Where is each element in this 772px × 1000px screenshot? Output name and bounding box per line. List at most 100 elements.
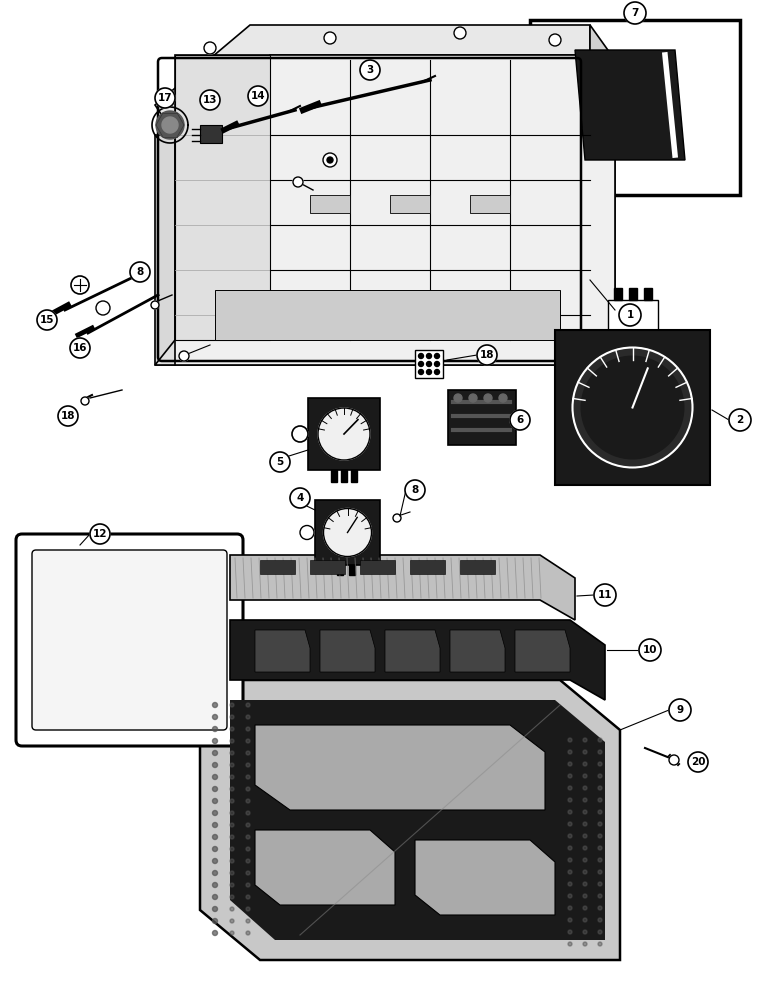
Circle shape bbox=[568, 882, 572, 886]
Polygon shape bbox=[415, 840, 555, 915]
Bar bbox=[470, 195, 510, 213]
Circle shape bbox=[292, 426, 308, 442]
Polygon shape bbox=[155, 25, 590, 135]
Circle shape bbox=[583, 906, 587, 910]
Circle shape bbox=[230, 871, 234, 875]
Circle shape bbox=[293, 177, 303, 187]
Circle shape bbox=[71, 276, 89, 294]
Circle shape bbox=[435, 354, 439, 359]
Circle shape bbox=[360, 60, 380, 80]
Circle shape bbox=[426, 369, 432, 374]
Bar bbox=[448, 390, 516, 445]
Circle shape bbox=[58, 406, 78, 426]
Bar bbox=[415, 350, 443, 378]
Circle shape bbox=[212, 882, 218, 888]
Bar bbox=[360, 560, 395, 574]
Circle shape bbox=[246, 883, 250, 887]
Circle shape bbox=[212, 834, 218, 840]
Polygon shape bbox=[200, 680, 620, 960]
Circle shape bbox=[230, 727, 234, 731]
Circle shape bbox=[230, 763, 234, 767]
Circle shape bbox=[212, 738, 218, 744]
Circle shape bbox=[598, 762, 602, 766]
Circle shape bbox=[568, 786, 572, 790]
Text: 17: 17 bbox=[157, 93, 172, 103]
Circle shape bbox=[435, 369, 439, 374]
Circle shape bbox=[583, 750, 587, 754]
Bar bbox=[315, 500, 380, 565]
Circle shape bbox=[454, 27, 466, 39]
Circle shape bbox=[598, 750, 602, 754]
Circle shape bbox=[323, 153, 337, 167]
Bar bbox=[530, 20, 740, 195]
Circle shape bbox=[212, 918, 218, 924]
Circle shape bbox=[568, 942, 572, 946]
Circle shape bbox=[568, 894, 572, 898]
Text: 6: 6 bbox=[516, 415, 523, 425]
Circle shape bbox=[130, 262, 150, 282]
Circle shape bbox=[568, 774, 572, 778]
Bar bbox=[260, 560, 295, 574]
Circle shape bbox=[230, 919, 234, 923]
Circle shape bbox=[583, 942, 587, 946]
Circle shape bbox=[568, 738, 572, 742]
Circle shape bbox=[212, 798, 218, 804]
Polygon shape bbox=[450, 630, 505, 672]
Bar bbox=[200, 125, 222, 143]
Circle shape bbox=[246, 859, 250, 863]
Circle shape bbox=[212, 930, 218, 936]
Polygon shape bbox=[255, 630, 310, 672]
Circle shape bbox=[212, 870, 218, 876]
Polygon shape bbox=[255, 830, 395, 905]
Circle shape bbox=[246, 823, 250, 827]
Circle shape bbox=[594, 584, 616, 606]
Circle shape bbox=[212, 906, 218, 912]
Polygon shape bbox=[215, 290, 560, 340]
Circle shape bbox=[200, 90, 220, 110]
Bar bbox=[331, 470, 337, 482]
Circle shape bbox=[573, 348, 692, 468]
Text: 15: 15 bbox=[39, 315, 54, 325]
Circle shape bbox=[393, 514, 401, 522]
Bar bbox=[341, 470, 347, 482]
Circle shape bbox=[230, 739, 234, 743]
Bar bbox=[351, 470, 357, 482]
Circle shape bbox=[598, 918, 602, 922]
Circle shape bbox=[212, 750, 218, 756]
Circle shape bbox=[246, 775, 250, 779]
Circle shape bbox=[418, 361, 424, 366]
Circle shape bbox=[230, 931, 234, 935]
Polygon shape bbox=[575, 50, 685, 160]
Circle shape bbox=[37, 310, 57, 330]
Circle shape bbox=[230, 811, 234, 815]
Polygon shape bbox=[175, 55, 615, 365]
Circle shape bbox=[688, 752, 708, 772]
Circle shape bbox=[246, 739, 250, 743]
Circle shape bbox=[583, 798, 587, 802]
Circle shape bbox=[669, 755, 679, 765]
Circle shape bbox=[598, 858, 602, 862]
Circle shape bbox=[598, 870, 602, 874]
Circle shape bbox=[568, 810, 572, 814]
Circle shape bbox=[598, 810, 602, 814]
Text: 18: 18 bbox=[479, 350, 494, 360]
Circle shape bbox=[323, 508, 371, 556]
Circle shape bbox=[583, 918, 587, 922]
Circle shape bbox=[484, 394, 492, 402]
Bar bbox=[410, 560, 445, 574]
Polygon shape bbox=[385, 630, 440, 672]
Circle shape bbox=[568, 762, 572, 766]
Circle shape bbox=[246, 703, 250, 707]
Circle shape bbox=[581, 356, 685, 460]
Circle shape bbox=[418, 369, 424, 374]
Circle shape bbox=[290, 488, 310, 508]
Circle shape bbox=[246, 787, 250, 791]
Circle shape bbox=[568, 906, 572, 910]
Circle shape bbox=[246, 799, 250, 803]
Circle shape bbox=[246, 715, 250, 719]
Circle shape bbox=[151, 301, 159, 309]
Circle shape bbox=[729, 409, 751, 431]
Polygon shape bbox=[156, 111, 184, 139]
Circle shape bbox=[583, 738, 587, 742]
Circle shape bbox=[568, 858, 572, 862]
